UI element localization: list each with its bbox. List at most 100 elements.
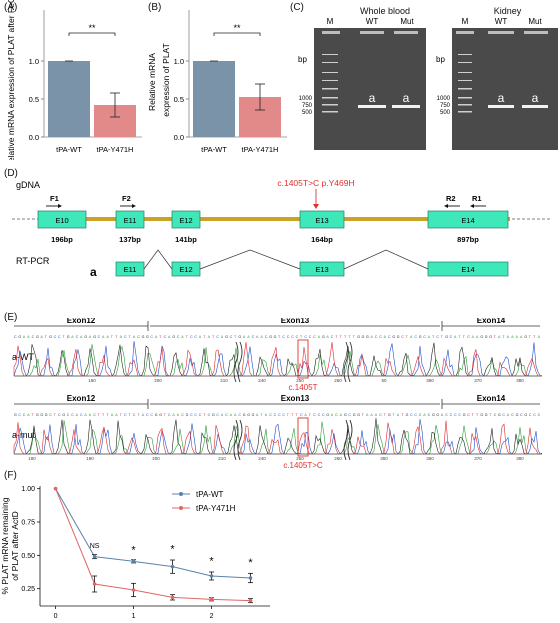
svg-text:T: T [348, 335, 351, 339]
svg-text:A: A [89, 335, 92, 339]
svg-text:C: C [194, 413, 197, 417]
svg-text:G: G [388, 413, 391, 417]
svg-text:T: T [335, 335, 338, 339]
svg-text:T: T [54, 413, 57, 417]
gel-whole-blood-ladder [322, 54, 338, 113]
svg-text:A: A [80, 335, 83, 339]
panel-b-sig-bracket [213, 32, 261, 36]
break-mark [347, 419, 353, 461]
position-tick: 380 [516, 456, 524, 461]
svg-text:T: T [120, 413, 123, 417]
svg-text:G: G [485, 413, 488, 417]
gel-band-wt [358, 105, 386, 108]
svg-text:A: A [476, 335, 479, 339]
svg-text:A: A [538, 335, 541, 339]
data-point [131, 588, 136, 592]
svg-text:A: A [120, 335, 123, 339]
gel-band-letter: a [498, 91, 505, 105]
gel-bp-label: bp [436, 55, 445, 64]
panel-b-ylabel: Relative mRNA [147, 53, 157, 111]
svg-text:A: A [366, 413, 369, 417]
svg-text:G: G [142, 335, 145, 339]
svg-text:C: C [309, 335, 312, 339]
rtpcr-exon-e11: E11 [115, 261, 145, 277]
significance-mark: * [248, 557, 253, 569]
position-tick: 200 [154, 378, 162, 383]
svg-text:E12: E12 [179, 216, 192, 225]
svg-text:G: G [252, 413, 255, 417]
exon-e13: E13 [299, 210, 345, 229]
significance-mark: NS [90, 543, 100, 550]
svg-text:T: T [212, 335, 215, 339]
splice-junctions [143, 249, 429, 270]
svg-text:A: A [181, 335, 184, 339]
svg-text:E11: E11 [124, 265, 137, 274]
panel-f-ytick: 1.00 [21, 486, 35, 493]
svg-text:C: C [458, 413, 461, 417]
svg-text:A: A [511, 335, 514, 339]
svg-text:T: T [353, 335, 356, 339]
svg-text:G: G [155, 413, 158, 417]
svg-text:C: C [216, 413, 219, 417]
significance-mark: * [170, 544, 175, 556]
svg-text:A: A [454, 335, 457, 339]
svg-text:C: C [252, 335, 255, 339]
svg-text:T: T [458, 335, 461, 339]
svg-text:G: G [243, 413, 246, 417]
svg-text:A: A [27, 335, 30, 339]
svg-text:G: G [247, 413, 250, 417]
svg-text:T: T [291, 413, 294, 417]
gel-marker: 1000 [437, 96, 451, 102]
svg-text:G: G [274, 335, 277, 339]
series-tpa-y471h [53, 486, 254, 604]
svg-text:C: C [375, 335, 378, 339]
data-point [209, 574, 214, 578]
position-tick: 380 [516, 378, 524, 383]
svg-text:G: G [18, 335, 21, 339]
panel-a-sig-bracket [68, 32, 116, 36]
gel-band-mut [522, 105, 548, 108]
svg-text:G: G [406, 413, 409, 417]
svg-text:G: G [159, 413, 162, 417]
svg-text:A: A [304, 413, 307, 417]
exon-size: 137bp [119, 235, 141, 244]
svg-text:A: A [177, 413, 180, 417]
svg-text:C: C [216, 335, 219, 339]
svg-text:C: C [348, 413, 351, 417]
gel-kidney-wells [456, 31, 548, 34]
svg-text:G: G [366, 335, 369, 339]
svg-text:C: C [494, 413, 497, 417]
svg-text:C: C [520, 413, 523, 417]
svg-text:A: A [410, 335, 413, 339]
position-tick: 360 [426, 456, 434, 461]
svg-text:T: T [106, 413, 109, 417]
svg-text:C: C [208, 413, 211, 417]
svg-text:C: C [335, 413, 338, 417]
exon-e12: E12 [171, 210, 201, 229]
svg-text:A: A [234, 413, 237, 417]
svg-text:A: A [256, 413, 259, 417]
svg-text:T: T [502, 335, 505, 339]
gel-marker: 500 [440, 110, 451, 116]
panel-a-xtick: tPA-Y471H [97, 145, 134, 154]
exon-size: 164bp [311, 235, 333, 244]
svg-text:C: C [313, 413, 316, 417]
svg-text:C: C [238, 413, 241, 417]
position-tick: 360 [426, 378, 434, 383]
svg-text:C: C [194, 335, 197, 339]
svg-text:T: T [98, 413, 101, 417]
position-tick: 200 [152, 456, 160, 461]
series-line [55, 488, 251, 602]
svg-text:T: T [340, 335, 343, 339]
position-tick: 350 [380, 456, 388, 461]
panel-a-xtick: tPA-WT [56, 145, 82, 154]
gel-lane-label: Mut [400, 17, 414, 26]
svg-text:T: T [494, 335, 497, 339]
svg-text:G: G [489, 335, 492, 339]
break-mark [237, 341, 243, 383]
svg-text:C: C [274, 413, 277, 417]
panel-b-sig: ** [233, 23, 241, 33]
